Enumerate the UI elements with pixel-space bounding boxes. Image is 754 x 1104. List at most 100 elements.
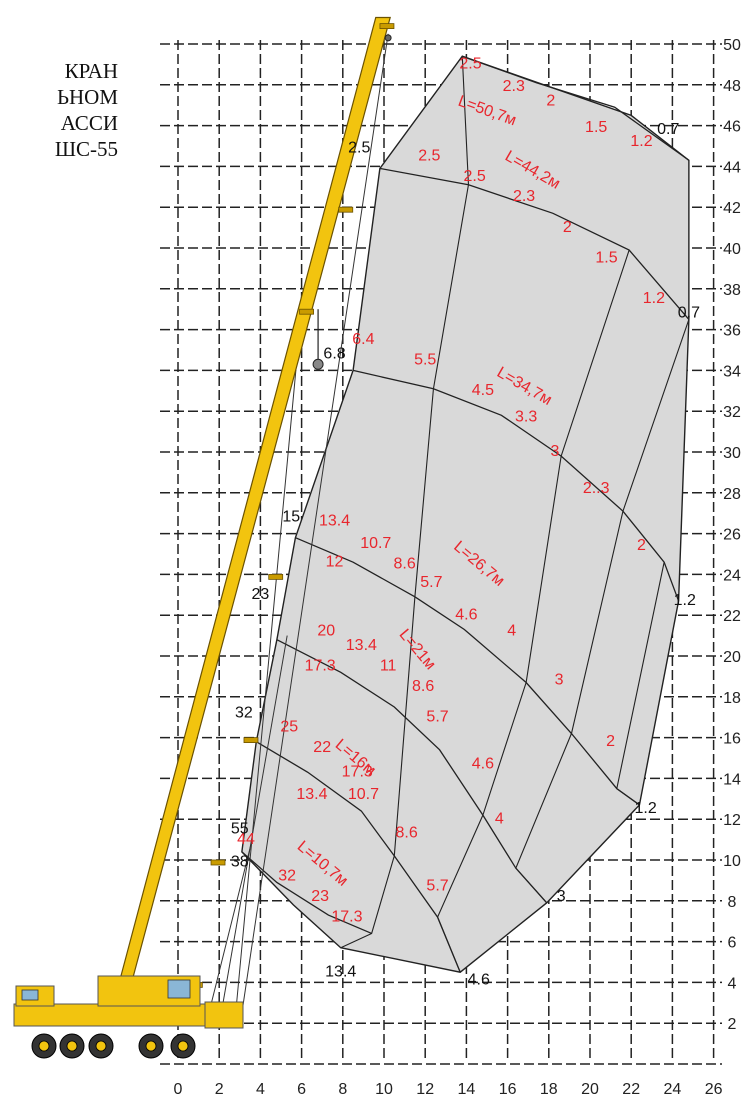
y-tick-label: 6 xyxy=(728,935,737,952)
boom-section-joint xyxy=(299,308,315,315)
capacity-label: 1.5 xyxy=(595,249,617,266)
reach-label: 15 xyxy=(282,508,300,525)
capacity-label: 17.3 xyxy=(305,657,336,674)
y-tick-label: 38 xyxy=(723,282,741,299)
boom-cable xyxy=(208,839,253,1014)
crane-illustration xyxy=(13,16,395,1059)
y-tick-label: 20 xyxy=(723,649,741,666)
y-tick-label: 8 xyxy=(728,894,737,911)
capacity-label: 2 xyxy=(546,92,555,109)
y-tick-label: 4 xyxy=(728,975,737,992)
capacity-label: 25 xyxy=(280,719,298,736)
boom-section-joint xyxy=(338,206,354,213)
boom-length-arc xyxy=(241,851,372,935)
y-tick-label: 24 xyxy=(723,567,741,584)
capacity-label: 2.3 xyxy=(503,78,525,95)
boom-angle-arc xyxy=(515,319,690,904)
y-tick-label: 44 xyxy=(723,159,741,176)
capacity-label: 2.3 xyxy=(513,188,535,205)
x-tick-label: 8 xyxy=(338,1081,347,1098)
capacity-label: 10.7 xyxy=(348,786,379,803)
wheel-hub-icon xyxy=(95,1040,107,1052)
capacity-label: 5.7 xyxy=(420,574,442,591)
capacity-label: 1.5 xyxy=(585,119,607,136)
y-tick-label: 30 xyxy=(723,445,741,462)
y-tick-label: 40 xyxy=(723,241,741,258)
reach-label: 1.2 xyxy=(674,592,696,609)
capacity-label: 4.5 xyxy=(472,382,494,399)
y-tick-label: 32 xyxy=(723,404,741,421)
capacity-label: 4.6 xyxy=(455,606,477,623)
boom-angle-arc xyxy=(340,56,470,949)
capacity-label: 8.6 xyxy=(393,555,415,572)
hook-block-icon xyxy=(312,358,324,370)
rear-counterweight xyxy=(204,1001,244,1029)
capacity-label: 17.3 xyxy=(342,763,373,780)
x-tick-label: 24 xyxy=(664,1081,682,1098)
capacity-label: 4 xyxy=(495,810,504,827)
working-area xyxy=(241,55,690,973)
capacity-label: 5.7 xyxy=(426,708,448,725)
capacity-label: 23 xyxy=(311,888,329,905)
wheel-hub-icon xyxy=(66,1040,78,1052)
y-tick-label: 22 xyxy=(723,608,741,625)
capacity-label: 44 xyxy=(237,831,255,848)
wheel-hub-icon xyxy=(177,1040,189,1052)
capacity-label: 2.5 xyxy=(418,147,440,164)
boom-length-arc xyxy=(379,167,690,320)
reach-label: 55 xyxy=(231,821,249,838)
capacity-label: 2..3 xyxy=(583,480,610,497)
boom-angle-arc xyxy=(616,562,665,806)
title-line-4: ШС-55 xyxy=(54,137,118,161)
title-line-3: АССИ xyxy=(60,111,118,135)
reach-label: 2.5 xyxy=(348,139,370,156)
crane-title: КРАН ЬНОМ АССИ ШС-55 xyxy=(0,58,118,162)
axis-ticks: 0 2 4 6 8 10 12 14 16 18 20 22 24 2624681012141618202… xyxy=(174,37,741,1098)
capacity-label: 11 xyxy=(380,657,397,674)
boom-section-joint xyxy=(243,737,259,743)
x-tick-label: 2 xyxy=(215,1081,224,1098)
y-tick-label: 34 xyxy=(723,363,741,380)
y-tick-label: 16 xyxy=(723,731,741,748)
y-tick-label: 36 xyxy=(723,323,741,340)
capacity-label: 2 xyxy=(563,219,572,236)
title-line-2: ЬНОМ xyxy=(56,85,118,109)
y-tick-label: 10 xyxy=(723,853,741,870)
y-tick-label: 2 xyxy=(728,1016,737,1033)
y-tick-label: 14 xyxy=(723,771,741,788)
capacity-label: 5.7 xyxy=(426,878,448,895)
x-tick-label: 4 xyxy=(256,1081,265,1098)
capacity-label: 2.5 xyxy=(459,56,481,73)
boom-angle-arc xyxy=(436,249,630,973)
capacity-label: 8.6 xyxy=(396,825,418,842)
x-tick-label: 6 xyxy=(297,1081,306,1098)
x-tick-label: 14 xyxy=(458,1081,476,1098)
capacity-label: 4.6 xyxy=(472,755,494,772)
capacity-label: 20 xyxy=(317,623,335,640)
reach-label: 6.8 xyxy=(323,345,345,362)
wheel-hub-icon xyxy=(145,1040,157,1052)
y-tick-label: 48 xyxy=(723,78,741,95)
reach-label: 0.7 xyxy=(678,304,700,321)
x-tick-label: 26 xyxy=(705,1081,723,1098)
x-tick-label: 16 xyxy=(499,1081,517,1098)
capacity-label: 13.4 xyxy=(346,637,377,654)
capacity-label: 3 xyxy=(551,443,560,460)
x-tick-label: 0 xyxy=(174,1081,183,1098)
capacity-label: 3.3 xyxy=(515,409,537,426)
reach-label: 32 xyxy=(235,704,253,721)
capacity-label: 2 xyxy=(637,537,646,554)
y-tick-label: 42 xyxy=(723,200,741,217)
capacity-label: 1.2 xyxy=(630,133,652,150)
x-tick-label: 18 xyxy=(540,1081,558,1098)
capacity-label: 4 xyxy=(507,623,516,640)
y-tick-label: 50 xyxy=(723,37,741,54)
boom-length-arc xyxy=(295,537,640,806)
boom-section-joint xyxy=(268,574,284,580)
reach-label: 3 xyxy=(557,888,566,905)
y-tick-label: 46 xyxy=(723,119,741,136)
capacity-label: 5.5 xyxy=(414,351,436,368)
y-tick-label: 26 xyxy=(723,527,741,544)
